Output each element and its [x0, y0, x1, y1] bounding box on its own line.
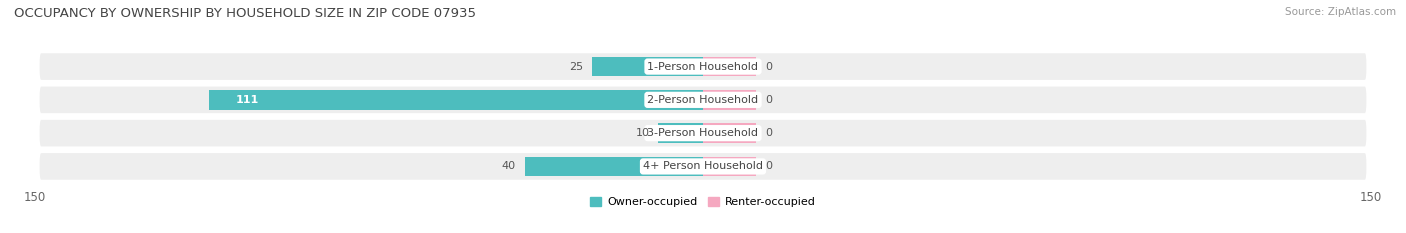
Text: 111: 111 — [235, 95, 259, 105]
Text: 2-Person Household: 2-Person Household — [647, 95, 759, 105]
Text: OCCUPANCY BY OWNERSHIP BY HOUSEHOLD SIZE IN ZIP CODE 07935: OCCUPANCY BY OWNERSHIP BY HOUSEHOLD SIZE… — [14, 7, 477, 20]
Bar — [592, 57, 703, 76]
Text: 4+ Person Household: 4+ Person Household — [643, 161, 763, 171]
FancyBboxPatch shape — [39, 153, 1367, 180]
Text: 0: 0 — [765, 62, 772, 72]
Text: 0: 0 — [765, 95, 772, 105]
Text: 1-Person Household: 1-Person Household — [648, 62, 758, 72]
Text: 3-Person Household: 3-Person Household — [648, 128, 758, 138]
Bar — [703, 123, 756, 143]
Bar — [703, 57, 756, 76]
Bar — [208, 90, 703, 110]
Text: Source: ZipAtlas.com: Source: ZipAtlas.com — [1285, 7, 1396, 17]
Bar — [703, 90, 756, 110]
FancyBboxPatch shape — [39, 86, 1367, 113]
FancyBboxPatch shape — [39, 53, 1367, 80]
Bar — [524, 157, 703, 176]
Text: 25: 25 — [568, 62, 582, 72]
Text: 40: 40 — [502, 161, 516, 171]
Bar — [658, 123, 703, 143]
Legend: Owner-occupied, Renter-occupied: Owner-occupied, Renter-occupied — [586, 192, 820, 212]
Text: 0: 0 — [765, 128, 772, 138]
Text: 10: 10 — [636, 128, 650, 138]
FancyBboxPatch shape — [39, 120, 1367, 147]
Text: 0: 0 — [765, 161, 772, 171]
Bar — [703, 157, 756, 176]
